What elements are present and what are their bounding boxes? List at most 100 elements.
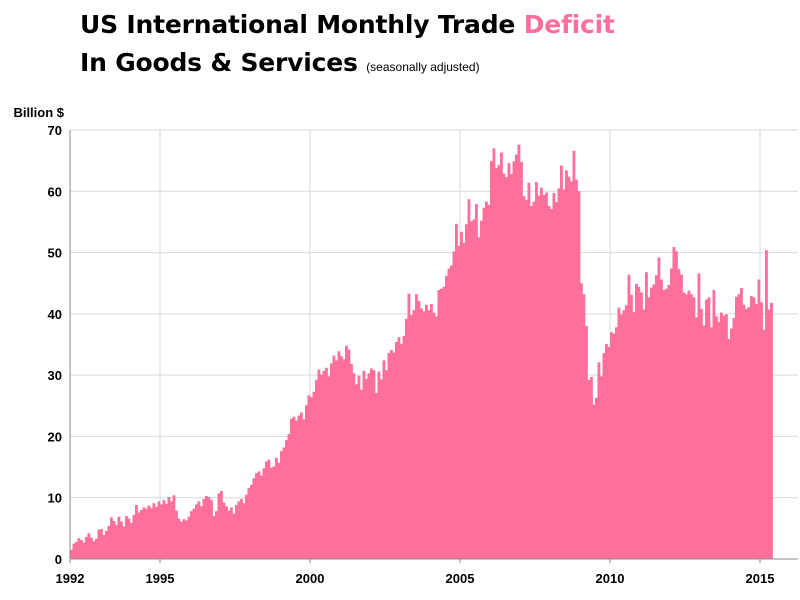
bar	[655, 275, 658, 559]
bar	[750, 296, 753, 559]
bar	[532, 201, 536, 559]
bar	[117, 516, 121, 559]
bar	[637, 286, 641, 559]
bar	[657, 257, 661, 559]
bar	[612, 333, 616, 559]
bar	[377, 371, 381, 559]
bar	[497, 164, 501, 559]
bar	[730, 328, 733, 559]
bar	[175, 510, 178, 559]
bar	[455, 223, 458, 559]
bar	[245, 494, 248, 559]
bar	[677, 269, 681, 559]
bar	[232, 513, 236, 559]
bar	[752, 297, 756, 559]
bar	[190, 511, 193, 559]
bar	[257, 471, 261, 559]
bar	[302, 419, 306, 559]
bar	[505, 177, 508, 559]
bar	[757, 279, 761, 559]
bar	[530, 205, 533, 560]
bar	[380, 379, 383, 559]
bar	[525, 199, 528, 559]
bar	[220, 490, 223, 559]
bar	[392, 352, 396, 559]
bar	[157, 501, 161, 559]
bar	[597, 362, 601, 559]
bar	[450, 265, 453, 559]
bar	[727, 338, 731, 559]
bar	[722, 315, 726, 559]
bar	[115, 525, 118, 559]
bar	[725, 314, 728, 559]
bar	[477, 237, 481, 559]
bar	[192, 508, 196, 559]
bar	[705, 299, 708, 559]
bar	[480, 220, 483, 559]
bar	[447, 268, 451, 559]
bar	[565, 170, 568, 559]
bar	[425, 304, 428, 559]
bar	[412, 310, 416, 559]
y-tick-label: 60	[48, 184, 62, 199]
bar	[635, 283, 638, 559]
bar	[517, 144, 521, 559]
bar	[420, 308, 423, 559]
bar	[545, 192, 548, 559]
y-tick-label: 50	[48, 246, 62, 261]
bar	[592, 404, 596, 559]
y-tick-label: 40	[48, 307, 62, 322]
bar	[660, 279, 663, 559]
bar	[755, 304, 758, 559]
y-tick-label: 20	[48, 429, 62, 444]
bar	[580, 283, 583, 559]
bar	[702, 325, 706, 559]
bar	[280, 451, 283, 559]
bar	[602, 353, 606, 559]
bar	[457, 245, 461, 559]
x-tick-label: 1992	[56, 571, 85, 586]
bar	[265, 461, 268, 559]
x-tick-label: 2015	[746, 571, 775, 586]
bar	[112, 521, 116, 559]
bar	[627, 274, 631, 559]
bar	[102, 535, 106, 559]
bar	[227, 510, 231, 559]
bar	[215, 511, 218, 559]
y-axis-label: Billion $	[13, 105, 64, 120]
bar	[195, 504, 198, 559]
bar	[740, 288, 743, 559]
bar	[715, 316, 718, 559]
bar	[290, 418, 293, 559]
bar	[270, 467, 273, 559]
bar	[475, 204, 478, 559]
bar	[345, 345, 348, 559]
bar	[620, 314, 623, 559]
bar	[762, 329, 766, 559]
axes: 0 10 20 30 40 50 60 70 1992 1995 2000 2005 2010 2015	[48, 123, 798, 586]
bar	[507, 163, 511, 559]
y-tick-label: 30	[48, 368, 62, 383]
bar	[575, 179, 578, 559]
bar	[120, 521, 123, 559]
bar	[557, 188, 561, 559]
bar	[272, 466, 276, 559]
bar	[662, 289, 666, 559]
bar	[510, 174, 513, 559]
bar	[667, 285, 671, 559]
bar	[70, 549, 73, 559]
bar	[237, 501, 241, 559]
bar	[617, 307, 621, 559]
bar	[150, 508, 153, 559]
bar	[482, 207, 486, 559]
bar	[85, 536, 88, 559]
bar	[492, 148, 496, 559]
bar	[337, 351, 341, 559]
bar	[767, 309, 771, 559]
bar	[607, 346, 611, 559]
bar	[130, 522, 133, 559]
bar	[322, 370, 326, 559]
bar	[402, 335, 406, 559]
bar	[255, 473, 258, 559]
